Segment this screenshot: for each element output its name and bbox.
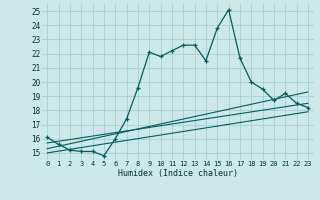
X-axis label: Humidex (Indice chaleur): Humidex (Indice chaleur) — [118, 169, 237, 178]
